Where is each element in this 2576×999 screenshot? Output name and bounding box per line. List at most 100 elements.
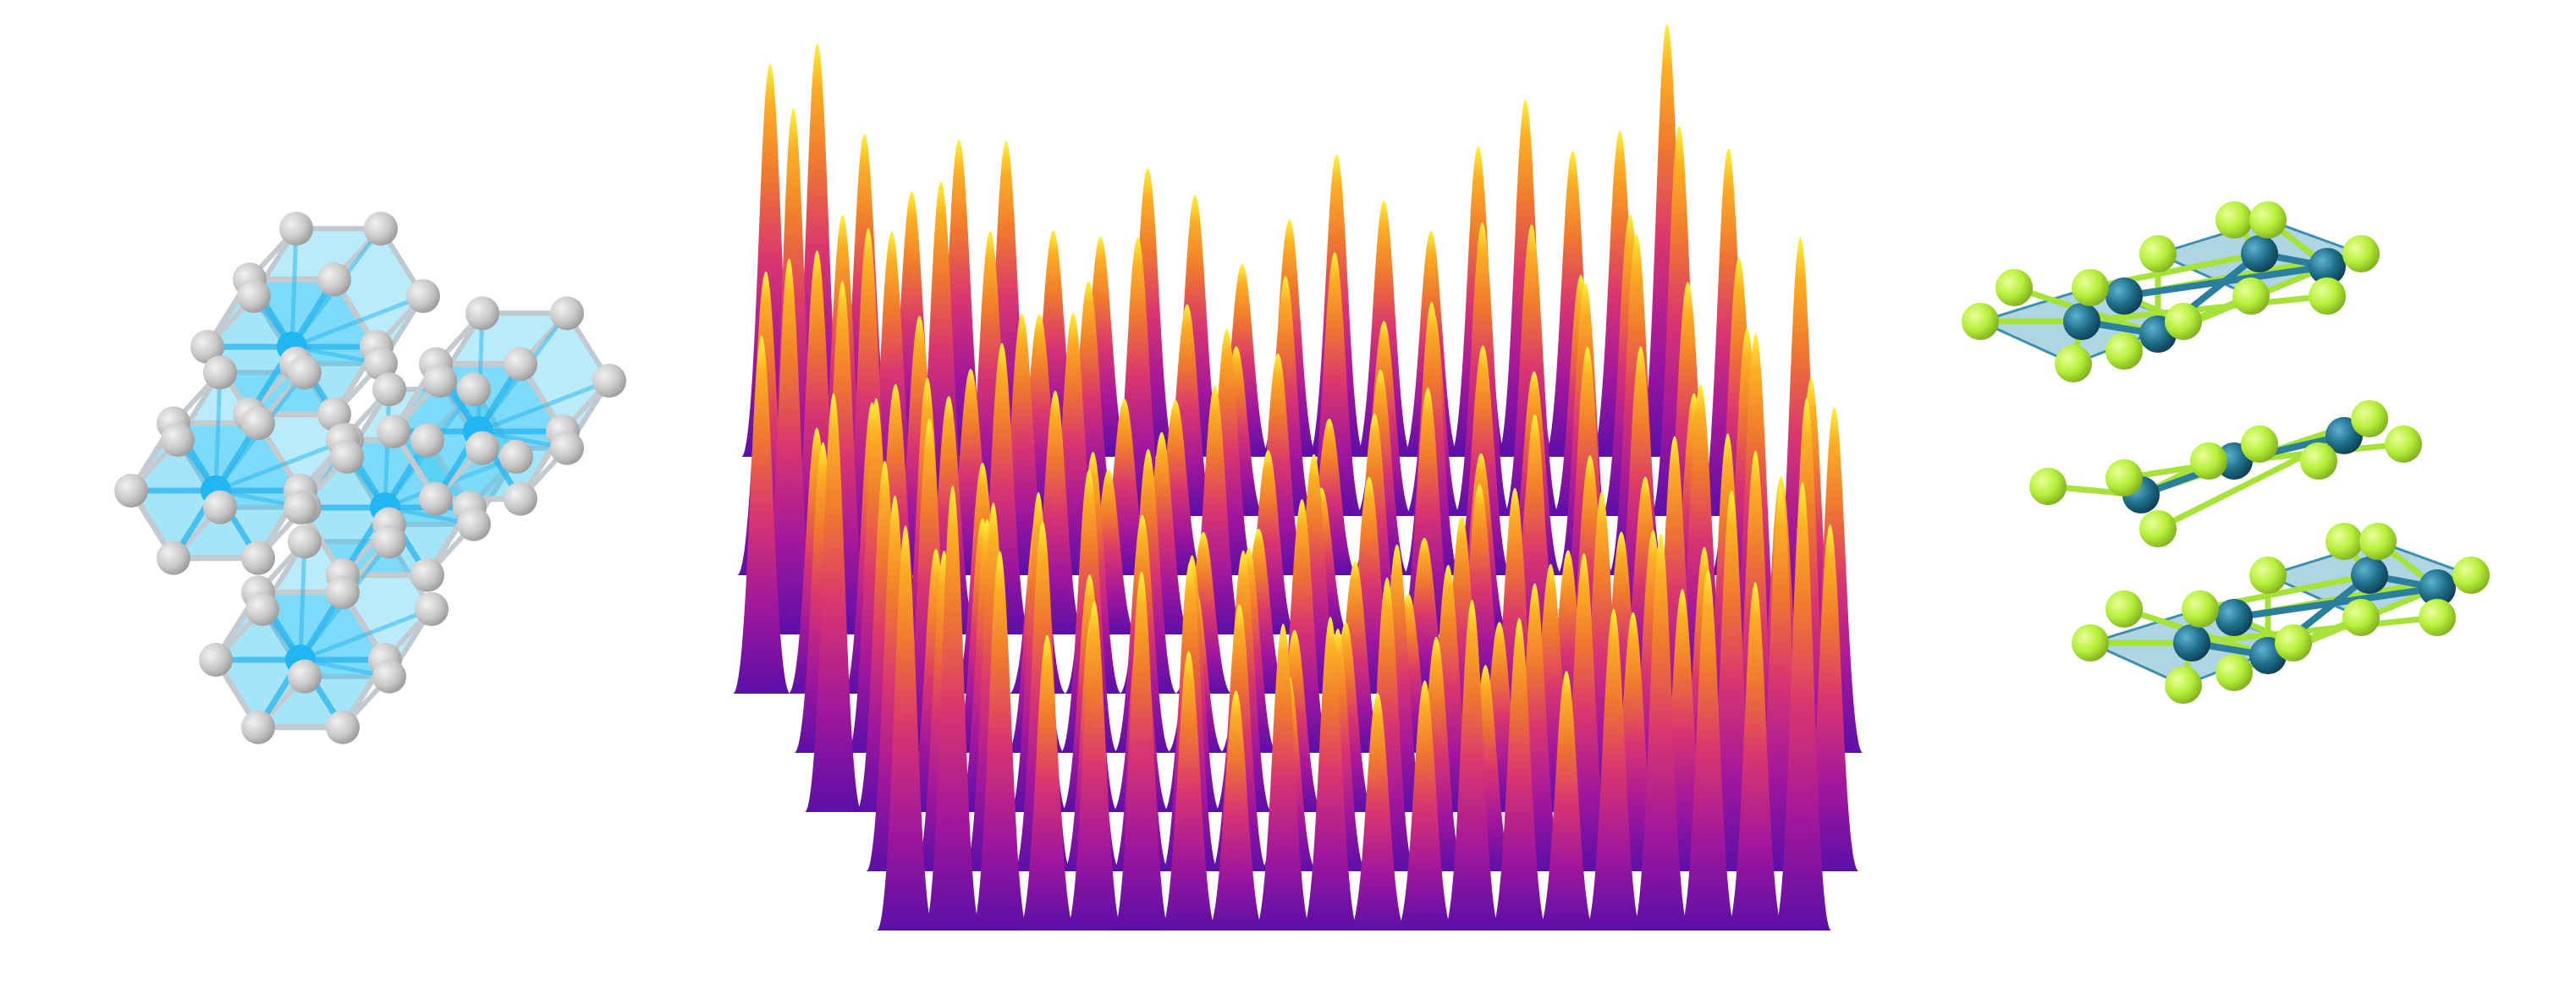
ligand-atom — [2249, 557, 2287, 594]
lattice-atom — [203, 490, 237, 524]
lattice-atom — [457, 507, 491, 541]
ligand-atom — [2249, 201, 2287, 239]
lattice-atom — [190, 330, 224, 364]
lattice-atom — [288, 355, 322, 390]
lattice-atom — [410, 423, 444, 458]
lattice-atom — [237, 279, 271, 313]
lattice-bond — [291, 294, 424, 349]
landscape-peak — [1443, 600, 1501, 930]
molecular-bond — [2123, 263, 2328, 299]
center-atom — [2063, 303, 2100, 340]
lattice-atom — [326, 710, 360, 744]
landscape-peak — [1302, 617, 1360, 930]
ligand-atom — [2359, 523, 2397, 560]
ligand-atom — [2055, 345, 2092, 382]
landscape-peak — [1207, 690, 1265, 930]
layered-molecule-diagram — [1962, 201, 2490, 704]
lattice-bond — [215, 437, 348, 493]
lattice-atom — [288, 524, 322, 559]
ligand-atom — [2190, 442, 2227, 480]
lattice-atom — [241, 710, 275, 744]
landscape-peak — [923, 485, 982, 930]
landscape-peak — [1632, 533, 1690, 930]
center-atom — [2351, 557, 2388, 594]
ligand-atom — [2452, 557, 2490, 594]
lattice-atom — [550, 296, 584, 331]
lattice-atom — [419, 481, 453, 516]
lattice-atom — [457, 372, 491, 407]
landscape-peak — [1395, 680, 1454, 930]
lattice-atom — [245, 592, 279, 626]
lattice-atom — [326, 575, 360, 610]
lattice-atom — [157, 541, 190, 575]
ligand-atom — [2241, 425, 2278, 463]
landscape-peak — [1584, 608, 1643, 930]
ligand-atom — [2351, 400, 2388, 437]
ligand-atom — [2165, 667, 2202, 704]
center-atom — [2215, 599, 2253, 636]
lattice-bond — [383, 389, 392, 508]
center-atom — [2105, 277, 2143, 315]
lattice-atom — [317, 262, 351, 297]
crystal-lattice-diagram — [114, 211, 626, 744]
lattice-atom — [279, 211, 313, 246]
ligand-atom — [2105, 590, 2143, 628]
ligand-atom — [2072, 624, 2109, 661]
ligand-atom — [2232, 277, 2270, 315]
ligand-atom — [1962, 303, 1999, 340]
landscape-peak — [1112, 571, 1170, 930]
landscape-peak — [1065, 601, 1124, 930]
lattice-atom — [330, 440, 364, 474]
ligand-atom — [2300, 442, 2337, 480]
landscape-peak — [971, 551, 1029, 930]
ligand-atom — [1995, 269, 2033, 306]
ligand-atom — [2105, 459, 2143, 497]
ligand-atom — [2105, 332, 2143, 370]
lattice-atom — [372, 524, 406, 559]
landscape-peak — [1726, 582, 1785, 930]
ligand-atom — [2309, 277, 2346, 315]
ligand-atom — [2165, 303, 2202, 340]
lattice-atom — [364, 346, 398, 381]
lattice-bond — [477, 378, 610, 434]
lattice-bond — [298, 541, 307, 661]
lattice-atom — [465, 431, 499, 465]
lattice-atom — [317, 397, 351, 431]
landscape-peak — [1538, 671, 1596, 930]
lattice-atom — [288, 659, 322, 694]
ligand-atom — [2139, 235, 2177, 272]
landscape-peak — [1490, 618, 1549, 930]
molecular-bond — [2191, 614, 2438, 646]
lattice-bond — [476, 313, 485, 432]
lattice-atom — [410, 557, 444, 592]
ligand-atom — [2342, 599, 2380, 636]
lattice-atom — [423, 364, 457, 398]
lattice-bond — [300, 607, 432, 662]
lattice-atom — [465, 296, 499, 331]
molecular-bond — [2081, 293, 2328, 325]
landscape-peak — [1399, 387, 1457, 634]
lattice-atom — [364, 211, 398, 246]
lattice-atom — [504, 347, 537, 381]
landscape-peak — [805, 392, 862, 812]
ligand-atom — [2419, 599, 2456, 636]
landscape-peak — [877, 525, 934, 930]
lattice-atom — [161, 423, 195, 457]
landscape-peak — [1679, 569, 1737, 930]
center-atom — [2241, 235, 2278, 272]
ligand-atom — [2139, 510, 2177, 547]
lattice-atom — [550, 431, 584, 465]
lattice-atom — [592, 364, 626, 398]
lattice-atom — [203, 355, 237, 390]
ligand-atom — [2385, 425, 2422, 463]
ligand-atom — [2182, 590, 2219, 628]
landscape-peak — [1774, 481, 1831, 930]
lattice-atom — [241, 406, 275, 441]
landscape-peak — [1159, 650, 1218, 930]
lattice-atom — [415, 592, 449, 626]
molecular-bond — [2233, 585, 2438, 621]
landscape-peak — [1254, 623, 1313, 930]
lattice-bond — [213, 372, 223, 491]
landscape-peak — [1502, 224, 1560, 516]
